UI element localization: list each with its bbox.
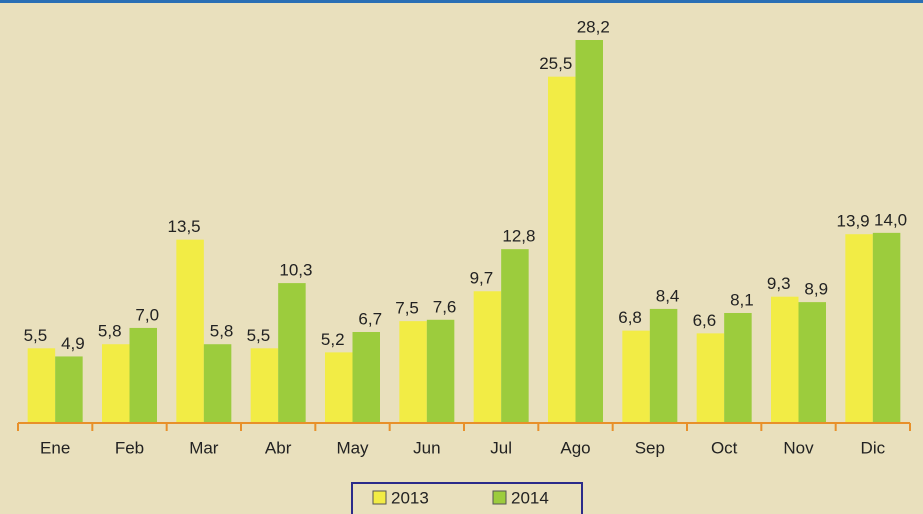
bar: [548, 76, 576, 423]
x-tick-label: Oct: [711, 438, 738, 457]
bar: [27, 348, 56, 423]
x-tick-label: Nov: [783, 438, 814, 457]
bar: [798, 302, 826, 423]
bar: [278, 283, 306, 423]
x-tick-label: May: [336, 438, 369, 457]
value-label: 5,5: [247, 326, 271, 345]
value-label: 28,2: [577, 17, 610, 36]
legend-box: [351, 482, 583, 514]
bar: [102, 344, 130, 423]
x-tick-label: Dic: [861, 438, 886, 457]
bar: [250, 348, 279, 423]
x-tick-label: Jul: [490, 438, 512, 457]
bar: [622, 330, 650, 423]
value-label: 4,9: [61, 334, 85, 353]
bar: [176, 239, 204, 423]
bar: [649, 308, 678, 423]
bar: [724, 312, 752, 423]
value-label: 8,9: [804, 280, 828, 299]
bar: [872, 232, 901, 423]
legend-label: 2013: [391, 488, 429, 507]
bar: [575, 40, 603, 423]
bar: [55, 356, 83, 423]
x-tick-label: Ene: [40, 438, 70, 457]
bar: [352, 332, 380, 423]
value-label: 5,8: [210, 322, 234, 341]
value-label: 5,8: [98, 322, 122, 341]
value-label: 25,5: [539, 54, 572, 73]
bar: [473, 291, 502, 423]
x-tick-label: Ago: [560, 438, 590, 457]
value-label: 13,9: [837, 212, 870, 231]
x-tick-label: Abr: [265, 438, 292, 457]
top-rule: [0, 0, 923, 3]
x-tick-label: Feb: [115, 438, 144, 457]
bar: [696, 333, 725, 423]
value-label: 7,6: [433, 297, 457, 316]
x-tick-label: Mar: [189, 438, 219, 457]
value-label: 10,3: [279, 261, 312, 280]
x-tick-label: Sep: [635, 438, 665, 457]
value-label: 5,5: [24, 326, 48, 345]
bar: [325, 352, 353, 423]
bar: [399, 321, 427, 423]
value-label: 6,7: [358, 309, 382, 328]
value-label: 13,5: [168, 217, 201, 236]
legend-swatch: [492, 490, 507, 505]
value-label: 6,6: [693, 311, 717, 330]
legend-label: 2014: [511, 488, 549, 507]
value-label: 7,5: [395, 299, 419, 318]
bar: [501, 249, 529, 423]
value-label: 6,8: [618, 308, 642, 327]
value-label: 5,2: [321, 330, 345, 349]
legend-swatch: [372, 490, 387, 505]
bar: [129, 327, 157, 423]
value-label: 8,4: [656, 286, 680, 305]
value-label: 9,3: [767, 274, 791, 293]
value-label: 14,0: [874, 210, 907, 229]
bar: [203, 344, 232, 423]
value-label: 7,0: [135, 305, 159, 324]
value-label: 12,8: [502, 227, 535, 246]
bar: [771, 296, 799, 423]
value-label: 8,1: [730, 290, 754, 309]
bar: [845, 234, 873, 423]
x-tick-label: Jun: [413, 438, 440, 457]
bar: [426, 319, 455, 423]
value-label: 9,7: [470, 269, 494, 288]
